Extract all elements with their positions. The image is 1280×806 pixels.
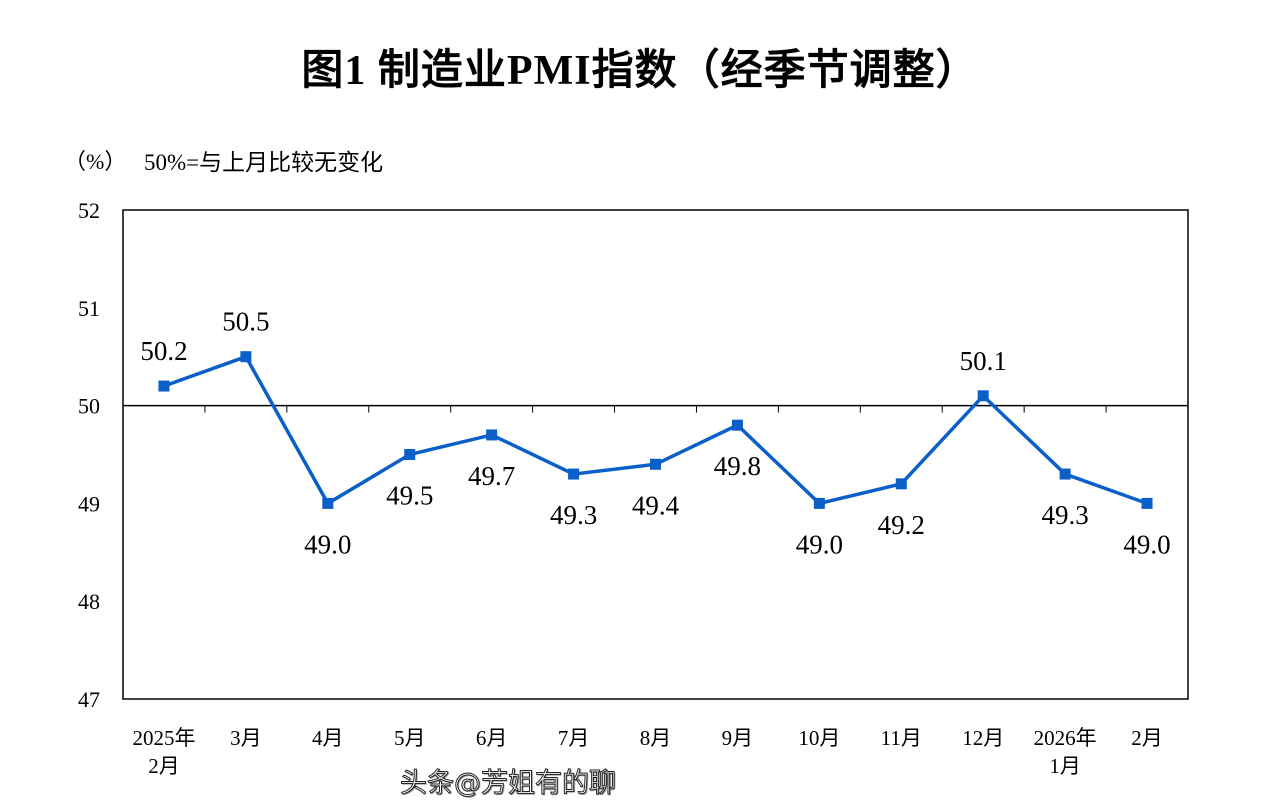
data-point	[322, 497, 334, 509]
data-label: 49.8	[714, 451, 761, 481]
x-tick-label: 2025年	[132, 726, 195, 750]
data-point	[486, 429, 498, 441]
y-tick-label: 48	[78, 589, 100, 614]
data-point	[1059, 468, 1071, 480]
data-label: 49.0	[304, 529, 351, 559]
watermark: 头条@芳姐有的聊	[400, 768, 617, 800]
x-tick-label: 7月	[558, 726, 590, 750]
data-point	[895, 478, 907, 490]
y-tick-label: 47	[78, 687, 100, 712]
chart-title: 图1 制造业PMI指数（经季节调整）	[301, 48, 979, 94]
data-point	[404, 449, 416, 460]
x-tick-label: 2月	[1131, 726, 1163, 750]
data-point	[650, 458, 661, 470]
y-tick-label: 49	[78, 491, 100, 516]
data-label: 50.1	[960, 346, 1007, 376]
x-tick-label: 9月	[722, 726, 754, 750]
y-tick-label: 51	[78, 296, 100, 321]
x-tick-label: 2026年	[1034, 726, 1097, 750]
x-tick-label: 2月	[148, 754, 180, 778]
data-point	[568, 468, 580, 480]
y-tick-label: 50	[78, 394, 100, 419]
data-label: 49.2	[878, 510, 925, 540]
x-tick-label: 11月	[881, 726, 922, 750]
data-label: 49.3	[1041, 500, 1088, 530]
data-label: 49.7	[468, 461, 515, 491]
data-label: 49.3	[550, 500, 597, 530]
x-tick-label: 5月	[394, 726, 426, 750]
x-tick-label: 12月	[962, 726, 1004, 750]
x-tick-label: 1月	[1049, 754, 1081, 778]
plot-frame	[122, 209, 1189, 700]
data-label: 49.0	[796, 529, 843, 559]
data-label: 50.2	[140, 336, 187, 366]
data-label: 49.0	[1123, 529, 1170, 559]
x-tick-label: 8月	[640, 726, 672, 750]
data-point	[977, 390, 989, 402]
data-point	[813, 497, 825, 509]
reference-note: 50%=与上月比较无变化	[144, 150, 384, 175]
data-label: 49.5	[386, 481, 433, 511]
x-tick-label: 3月	[230, 726, 262, 750]
data-point	[1141, 497, 1153, 509]
x-tick-label: 6月	[476, 726, 508, 750]
data-label: 50.5	[222, 307, 269, 337]
data-point	[158, 380, 170, 392]
series-line	[163, 354, 1148, 506]
data-point	[731, 419, 743, 431]
x-tick-label: 10月	[798, 726, 840, 750]
y-axis-unit: （%）	[64, 149, 127, 174]
y-tick-label: 52	[78, 198, 100, 223]
x-tick-label: 4月	[312, 726, 344, 750]
data-point	[240, 351, 252, 363]
data-label: 49.4	[632, 490, 680, 520]
